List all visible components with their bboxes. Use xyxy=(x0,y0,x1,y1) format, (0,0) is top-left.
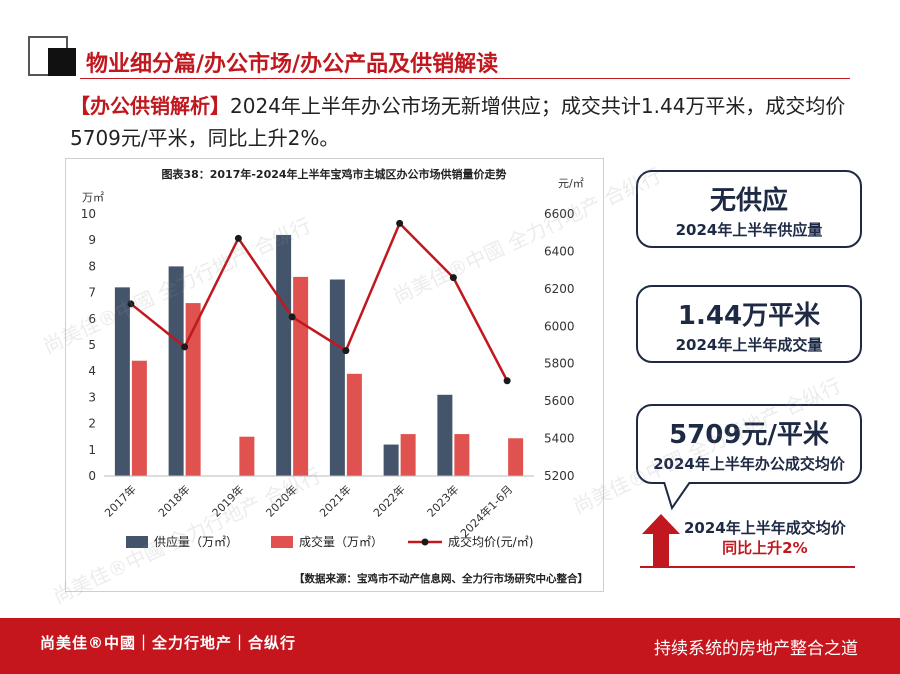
legend-swatch-supply xyxy=(126,536,148,548)
up-arrow-icon xyxy=(642,514,680,566)
sales-bar xyxy=(400,434,416,476)
headline-tag: 【办公供销解析】 xyxy=(70,94,230,118)
sales-bar xyxy=(346,373,362,476)
left-tick-label: 5 xyxy=(88,338,96,352)
footer-bar: 尚美佳®中國｜全力行地产｜合纵行 持续系统的房地产整合之道 xyxy=(0,618,900,674)
supply-bar xyxy=(276,234,292,476)
page-title: 物业细分篇/办公市场/办公产品及供销解读 xyxy=(86,52,499,77)
trend-line-2: 同比上升2% xyxy=(722,539,808,557)
right-tick-label: 5600 xyxy=(544,394,575,408)
left-axis-unit: 万㎡ xyxy=(82,191,104,204)
supply-sales-price-chart: 图表38：2017年-2024年上半年宝鸡市主城区办公市场供销量价走势 万㎡ 元… xyxy=(81,167,588,585)
x-tick-label: 2021年 xyxy=(317,482,354,519)
trend-line-1: 2024年上半年成交均价 xyxy=(684,519,846,537)
left-tick-label: 0 xyxy=(88,469,96,483)
legend-label-price: 成交均价(元/㎡) xyxy=(448,534,533,549)
left-tick-label: 2 xyxy=(88,417,96,431)
price-point xyxy=(342,347,350,355)
right-tick-label: 5400 xyxy=(544,432,575,446)
supply-bar xyxy=(383,444,399,476)
supply-bar xyxy=(168,266,184,476)
legend-swatch-sales xyxy=(271,536,293,548)
trend-underline xyxy=(640,566,855,568)
callout-tail xyxy=(663,482,691,511)
price-point xyxy=(234,234,242,242)
chart-frame: 图表38：2017年-2024年上半年宝鸡市主城区办公市场供销量价走势 万㎡ 元… xyxy=(65,158,604,592)
volume-card-label: 2024年上半年成交量 xyxy=(675,336,823,354)
left-tick-label: 1 xyxy=(88,443,96,457)
sales-bar xyxy=(185,303,201,476)
headline: 【办公供销解析】2024年上半年办公市场无新增供应；成交共计1.44万平米，成交… xyxy=(70,90,860,154)
x-tick-label: 2018年 xyxy=(155,482,192,519)
volume-card-value: 1.44万平米 xyxy=(677,301,821,331)
left-tick-label: 4 xyxy=(88,364,96,378)
left-tick-label: 3 xyxy=(88,390,96,404)
legend-label-sales: 成交量（万㎡） xyxy=(299,534,383,549)
price-point xyxy=(181,343,189,351)
price-card-value: 5709元/平米 xyxy=(669,420,829,450)
supply-card: 无供应 2024年上半年供应量 xyxy=(636,170,862,248)
supply-card-value: 无供应 xyxy=(709,186,788,216)
right-tick-label: 6200 xyxy=(544,282,575,296)
supply-bar xyxy=(437,394,453,476)
sales-bar xyxy=(239,436,255,476)
price-point xyxy=(288,313,296,321)
price-point xyxy=(127,300,135,308)
x-tick-label: 2019年 xyxy=(209,482,246,519)
chart-title: 图表38：2017年-2024年上半年宝鸡市主城区办公市场供销量价走势 xyxy=(161,167,506,181)
volume-card: 1.44万平米 2024年上半年成交量 xyxy=(636,285,862,363)
price-card-label: 2024年上半年办公成交均价 xyxy=(653,455,845,473)
footer-brand: 尚美佳®中國｜全力行地产｜合纵行 xyxy=(40,634,297,652)
right-tick-label: 6600 xyxy=(544,207,575,221)
price-point xyxy=(503,377,511,385)
right-axis-unit: 元/㎡ xyxy=(558,177,584,190)
supply-card-label: 2024年上半年供应量 xyxy=(675,221,823,239)
trend-text: 2024年上半年成交均价 同比上升2% xyxy=(684,518,846,558)
right-tick-label: 5200 xyxy=(544,469,575,483)
x-tick-label: 2017年 xyxy=(102,482,139,519)
sales-bar xyxy=(293,276,309,476)
left-tick-label: 10 xyxy=(81,207,96,221)
left-tick-label: 7 xyxy=(88,286,96,300)
price-card: 5709元/平米 2024年上半年办公成交均价 xyxy=(636,404,862,484)
right-tick-label: 6000 xyxy=(544,319,575,333)
x-tick-label: 2022年 xyxy=(370,482,407,519)
legend-marker-price xyxy=(421,538,429,546)
right-tick-label: 5800 xyxy=(544,357,575,371)
title-divider xyxy=(80,78,850,79)
headline-text: 2024年上半年办公市场无新增供应；成交共计1.44万平米，成交均价5709元/… xyxy=(70,94,846,150)
right-tick-label: 6400 xyxy=(544,244,575,258)
left-tick-label: 6 xyxy=(88,312,96,326)
price-point xyxy=(396,219,404,227)
supply-bar xyxy=(329,279,345,476)
supply-bar xyxy=(114,287,130,476)
sales-bar xyxy=(454,434,470,476)
price-line xyxy=(130,221,509,382)
header-square-fill xyxy=(48,48,76,76)
x-tick-label: 2020年 xyxy=(263,482,300,519)
sales-bar xyxy=(508,438,524,476)
x-tick-label: 2024年1-6月 xyxy=(457,482,515,540)
left-tick-label: 8 xyxy=(88,259,96,273)
x-tick-label: 2023年 xyxy=(424,482,461,519)
data-source: 【数据来源：宝鸡市不动产信息网、全力行市场研究中心整合】 xyxy=(294,572,588,585)
price-point xyxy=(449,274,457,282)
left-tick-label: 9 xyxy=(88,233,96,247)
legend-label-supply: 供应量（万㎡） xyxy=(154,534,238,549)
sales-bar xyxy=(131,360,147,476)
footer-slogan: 持续系统的房地产整合之道 xyxy=(654,639,858,659)
